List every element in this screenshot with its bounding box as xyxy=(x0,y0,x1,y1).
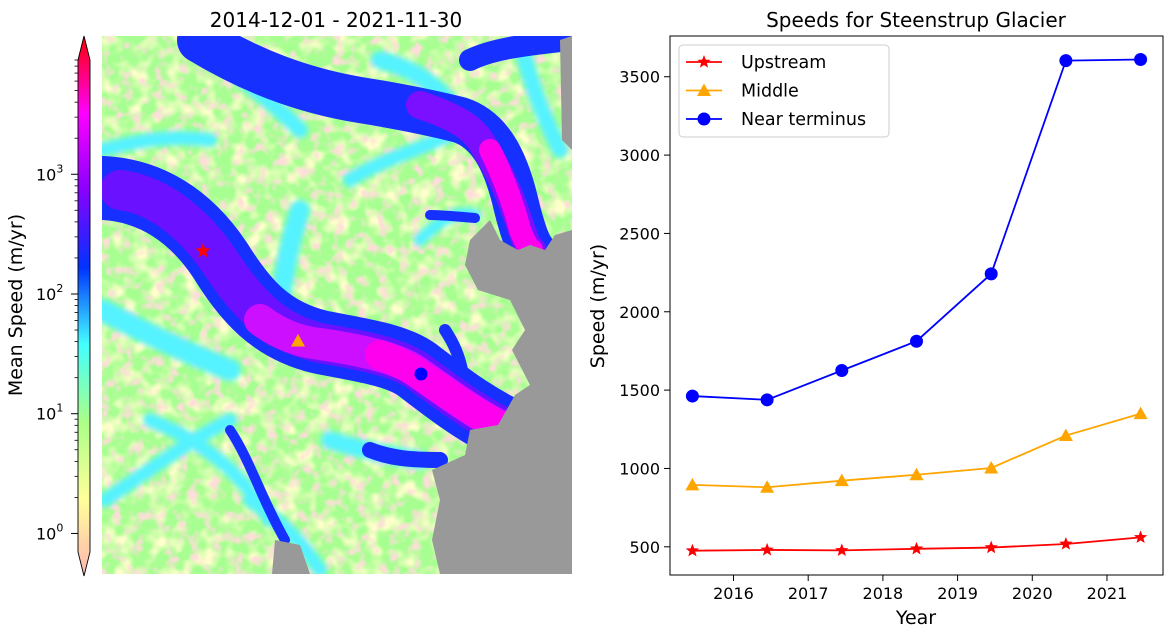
point-near-terminus xyxy=(760,393,774,407)
legend-items: Upstream Middle Near terminus xyxy=(686,53,866,130)
legend-label-near-terminus: Near terminus xyxy=(741,110,866,130)
point-middle xyxy=(1133,406,1148,420)
x-tick-label: 2021 xyxy=(1087,584,1128,603)
line-chart: 2016 2017 2018 2019 2020 2021 500 1000 1500 2000… xyxy=(587,35,1164,629)
x-axis-label: Year xyxy=(895,607,936,629)
sample-markers xyxy=(195,243,428,381)
velocity-map xyxy=(102,36,572,574)
y-tick-label: 2500 xyxy=(619,224,660,243)
plot-frame xyxy=(669,35,1164,576)
legend-label-middle: Middle xyxy=(741,82,799,102)
legend: Upstream Middle Near terminus xyxy=(678,44,890,138)
point-upstream xyxy=(1059,536,1073,550)
y-tick-label: 3000 xyxy=(619,146,660,165)
point-middle xyxy=(984,460,999,474)
point-middle xyxy=(685,477,700,491)
y-tick-label: 3500 xyxy=(619,68,660,87)
marker-middle xyxy=(291,334,305,347)
colorbar-tick-label: 100 xyxy=(36,521,63,543)
land-mask-small xyxy=(272,540,310,574)
x-axis-ticks: 2016 2017 2018 2019 2020 2021 xyxy=(713,575,1127,603)
point-middle xyxy=(1058,428,1073,442)
tributary-flows xyxy=(102,36,568,574)
colorbar-tick-label: 102 xyxy=(36,282,63,304)
point-upstream xyxy=(984,540,998,554)
point-near-terminus xyxy=(835,364,849,378)
y-axis-label: Speed (m/yr) xyxy=(587,244,609,368)
x-tick-label: 2020 xyxy=(1012,584,1053,603)
colorbar-tick-label: 103 xyxy=(36,162,63,184)
point-near-terminus xyxy=(910,334,923,348)
land-mask xyxy=(432,36,572,574)
y-tick-label: 2000 xyxy=(619,303,660,322)
y-tick-label: 1000 xyxy=(619,459,660,478)
legend-marker-middle xyxy=(697,83,711,96)
x-tick-label: 2019 xyxy=(937,584,978,603)
x-tick-label: 2016 xyxy=(713,584,754,603)
y-axis-ticks: 500 1000 1500 2000 2500 3000 3500 xyxy=(619,68,670,557)
colorbar-tick-label: 101 xyxy=(36,402,63,424)
point-middle xyxy=(760,480,775,493)
point-near-terminus xyxy=(1059,54,1073,68)
colorbar-body xyxy=(77,35,91,577)
point-upstream xyxy=(835,543,849,557)
point-upstream xyxy=(1133,530,1148,544)
legend-marker-upstream xyxy=(697,55,711,68)
point-near-terminus xyxy=(685,389,699,403)
legend-label-upstream: Upstream xyxy=(741,53,826,73)
upper-glacier xyxy=(177,36,572,273)
legend-marker-near-terminus xyxy=(697,112,711,126)
y-tick-label: 1500 xyxy=(619,381,660,400)
map-title: 2014-12-01 - 2021-11-30 xyxy=(210,8,462,32)
colorbar: 100 101 102 103 Mean Speed (m/yr) xyxy=(5,35,91,577)
colorbar-ticks: 100 101 102 103 xyxy=(36,59,78,543)
chart-title: Speeds for Steenstrup Glacier xyxy=(766,8,1067,32)
point-near-terminus xyxy=(984,267,998,281)
point-upstream xyxy=(685,543,700,557)
marker-upstream xyxy=(195,243,211,258)
point-upstream xyxy=(909,541,924,555)
land-mask-edge xyxy=(560,36,572,150)
marker-near-terminus xyxy=(414,367,428,381)
y-tick-label: 500 xyxy=(629,538,660,557)
x-tick-label: 2017 xyxy=(788,584,829,603)
point-middle xyxy=(909,467,924,481)
point-near-terminus xyxy=(1134,53,1148,67)
series-layer xyxy=(685,53,1148,557)
point-upstream xyxy=(760,542,774,556)
lower-glaciers xyxy=(225,210,480,545)
point-middle xyxy=(834,473,849,487)
x-tick-label: 2018 xyxy=(863,584,904,603)
colorbar-label: Mean Speed (m/yr) xyxy=(5,214,27,396)
legend-box xyxy=(678,44,890,138)
